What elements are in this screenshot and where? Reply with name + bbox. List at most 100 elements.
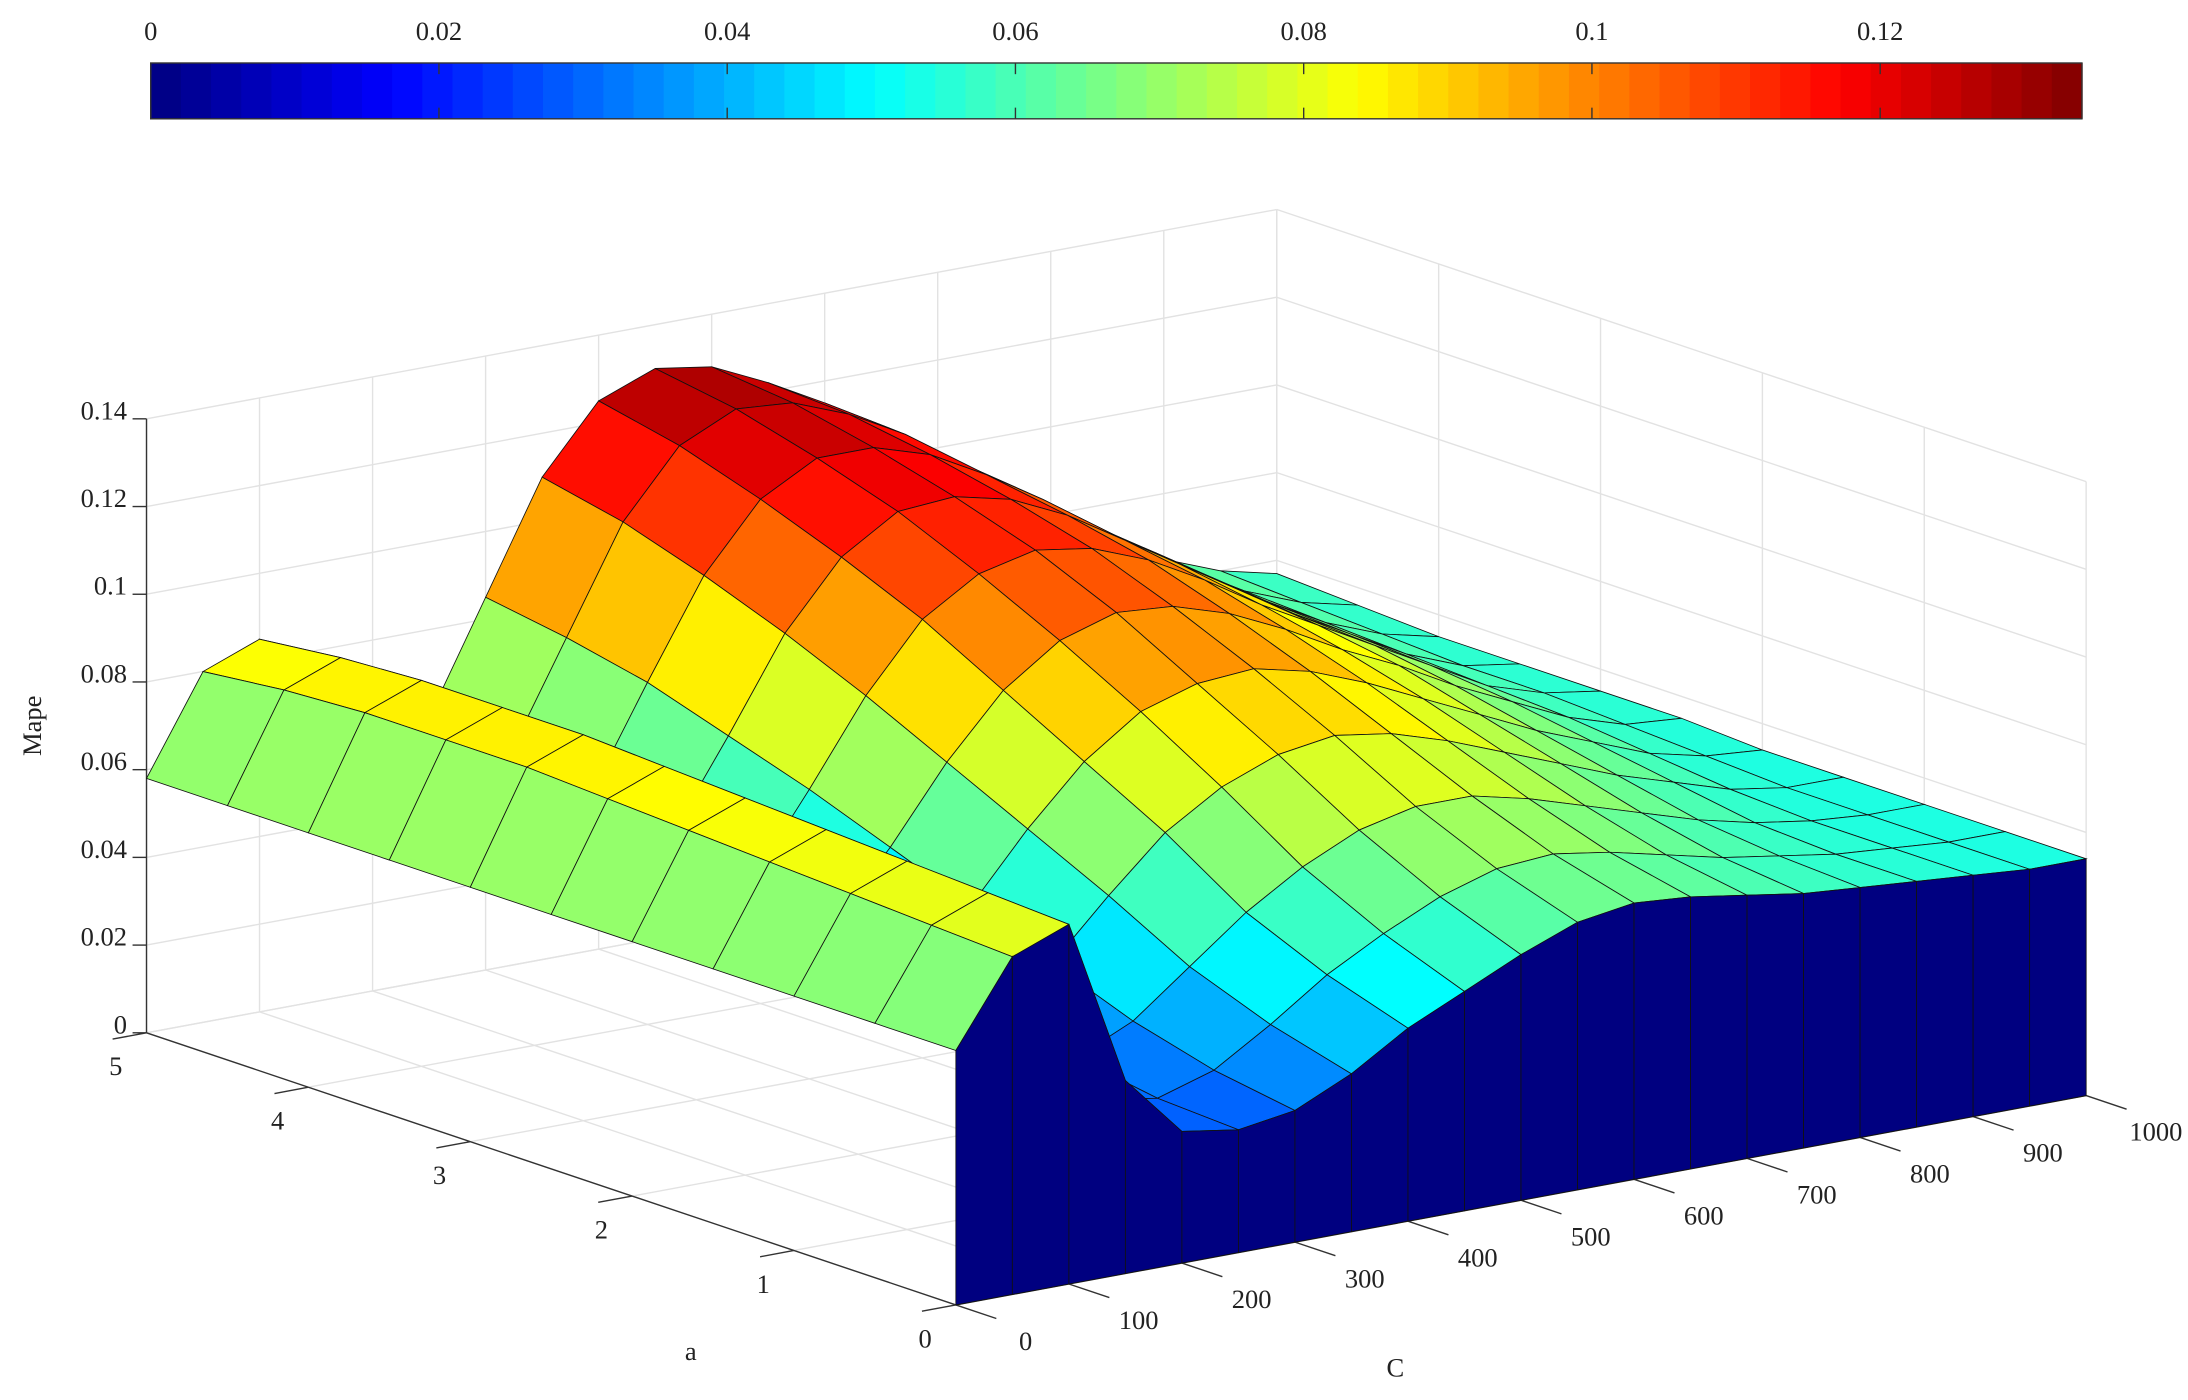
y-tick-label: 2 (595, 1214, 608, 1244)
y-tick-label: 4 (271, 1106, 284, 1136)
colorbar-cell (754, 62, 786, 119)
x-tick-label: 100 (1119, 1305, 1159, 1335)
colorbar-cell (1206, 62, 1238, 119)
colorbar-cell (1900, 62, 1932, 119)
colorbar-cell (1146, 62, 1178, 119)
y-tick-label: 0 (919, 1323, 932, 1353)
x-tick (1520, 1199, 1562, 1215)
colorbar-cell (1931, 62, 1962, 119)
colorbar-cell (2051, 62, 2083, 119)
x-tick-label: 900 (2023, 1138, 2063, 1168)
colorbar-cell (1810, 62, 1842, 119)
z-tick-label: 0.14 (81, 395, 127, 425)
colorbar-cell (392, 62, 423, 119)
z-tick-label: 0.08 (81, 658, 127, 688)
colorbar-cell (422, 62, 454, 119)
front-wall (2029, 858, 2087, 1107)
front-wall (1633, 896, 1691, 1180)
grid-line (1276, 208, 2087, 483)
colorbar-cell (1538, 62, 1570, 119)
x-tick (955, 1304, 997, 1320)
colorbar-cell (603, 62, 635, 119)
grid-line (1276, 471, 2087, 746)
colorbar-cell (512, 62, 544, 119)
colorbar-cell (1689, 62, 1721, 119)
y-tick-label: 1 (757, 1269, 770, 1299)
x-tick (1633, 1178, 1675, 1194)
colorbar-cell (844, 62, 876, 119)
colorbar-cell (1568, 62, 1600, 119)
y-tick-label: 5 (109, 1051, 122, 1081)
x-tick-label: 800 (1910, 1159, 1950, 1189)
colorbar-cell (1719, 62, 1751, 119)
colorbar-tick-label: 0.04 (704, 16, 750, 46)
colorbar-cell (211, 62, 242, 119)
colorbar-cell (1478, 62, 1510, 119)
colorbar-cell (633, 62, 665, 119)
colorbar-cell (271, 62, 303, 119)
z-tick-label: 0.02 (81, 922, 127, 952)
colorbar-cell (693, 62, 725, 119)
x-tick-label: 1000 (2129, 1117, 2182, 1147)
colorbar-cell (1599, 62, 1631, 119)
colorbar-cell (1176, 62, 1208, 119)
y-tick (436, 1140, 471, 1149)
colorbar-cell (1448, 62, 1480, 119)
x-tick (1181, 1262, 1223, 1278)
front-wall (1803, 887, 1861, 1149)
colorbar-cell (874, 62, 906, 119)
colorbar-cell (1961, 62, 1993, 119)
grid-line (1276, 296, 2087, 570)
z-tick-label: 0.04 (81, 834, 127, 864)
front-wall (1407, 990, 1465, 1222)
x-tick (1407, 1220, 1449, 1236)
colorbar-cell (663, 62, 695, 119)
colorbar-tick-label: 0.12 (1857, 16, 1903, 46)
colorbar-cell (180, 62, 212, 119)
colorbar-cell (1086, 62, 1118, 119)
colorbar-cell (331, 62, 363, 119)
colorbar-tick-label: 0.08 (1280, 16, 1326, 46)
grid-line (146, 208, 1277, 420)
grid-line (259, 1011, 1070, 1285)
colorbar-cell (1418, 62, 1449, 119)
x-tick (1294, 1241, 1336, 1257)
colorbar-cell (1237, 62, 1268, 119)
z-tick-label: 0 (114, 1009, 127, 1039)
x-tick (1972, 1115, 2014, 1131)
front-wall (1577, 902, 1635, 1191)
grid-line (1276, 559, 2087, 834)
colorbar-cell (965, 62, 997, 119)
colorbar-cell (1357, 62, 1389, 119)
x-tick-label: 0 (1019, 1326, 1032, 1356)
front-wall (1972, 868, 2031, 1118)
x-tick-label: 300 (1345, 1263, 1385, 1293)
front-wall (1520, 921, 1578, 1201)
colorbar-cell (784, 62, 816, 119)
z-axis-label: Mape (17, 696, 47, 756)
colorbar-cell (1327, 62, 1359, 119)
colorbar-cell (1267, 62, 1299, 119)
front-wall (1464, 953, 1522, 1212)
front-wall (1859, 880, 1918, 1138)
y-tick (598, 1195, 633, 1204)
front-wall (1238, 1109, 1296, 1254)
colorbar-cell (241, 62, 273, 119)
z-tick-label: 0.12 (81, 483, 127, 513)
colorbar-cell (935, 62, 967, 119)
axis-line (146, 1032, 957, 1306)
grid-line (1276, 384, 2087, 658)
y-axis-label: a (685, 1336, 697, 1366)
colorbar-cell (301, 62, 333, 119)
colorbar-cell (1055, 62, 1087, 119)
colorbar-cell (2021, 62, 2053, 119)
z-tick-label: 0.06 (81, 746, 127, 776)
x-tick (1746, 1157, 1788, 1173)
colorbar-cell (1780, 62, 1812, 119)
colorbar-tick-label: 0 (144, 16, 157, 46)
colorbar-cell (452, 62, 484, 119)
colorbar-frame (150, 62, 2083, 120)
x-tick-label: 700 (1797, 1180, 1837, 1210)
x-tick-label: 500 (1571, 1221, 1611, 1251)
